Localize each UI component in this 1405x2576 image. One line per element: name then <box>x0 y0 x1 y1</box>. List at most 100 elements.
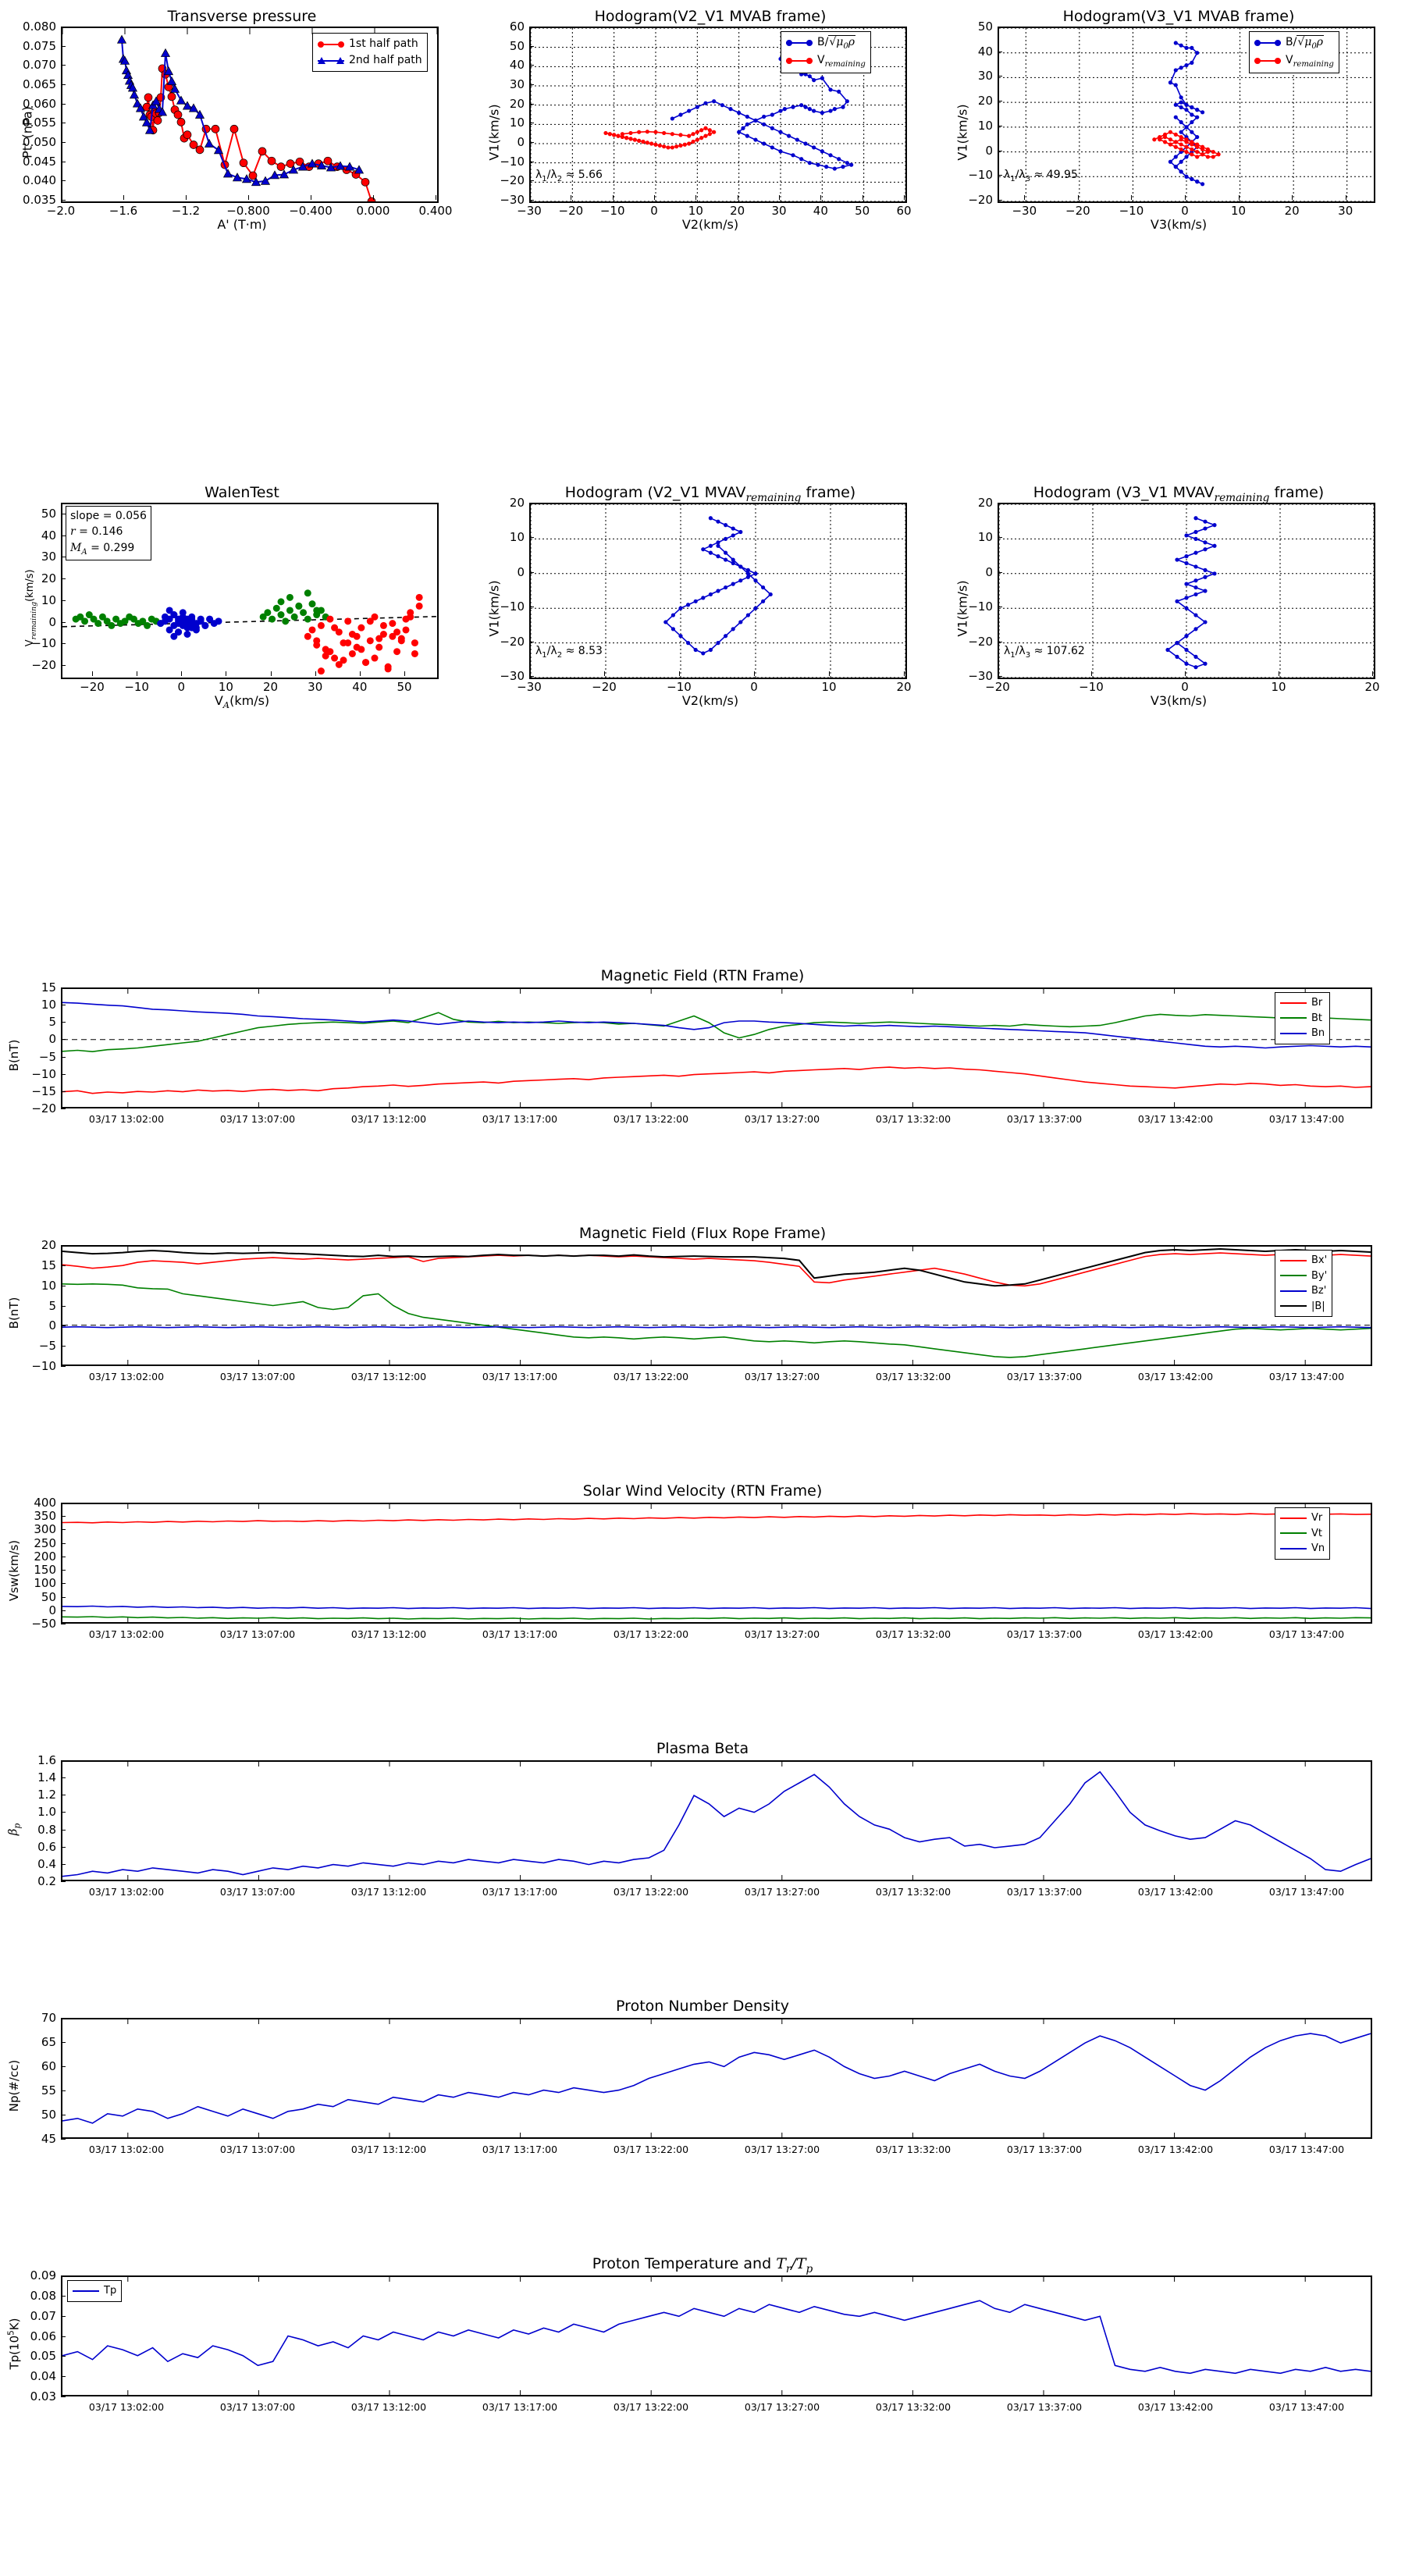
x-tick-label: 03/17 13:27:00 <box>744 1113 820 1125</box>
panel-title: Hodogram (V2_V1 MVAVremaining frame) <box>564 484 856 504</box>
y-tick-mark <box>61 1022 66 1023</box>
circle-marker-icon <box>318 40 344 49</box>
ma-value: MA = 0.299 <box>70 541 135 557</box>
x-tick-label: 0 <box>1181 204 1189 218</box>
plasma-beta-svg <box>62 1762 1371 1880</box>
x-tick-mark <box>654 195 655 200</box>
y-tick-mark <box>998 571 1002 573</box>
y-tick-mark <box>61 535 66 536</box>
legend-item-alfven: B/√μ0ρ <box>1254 34 1334 52</box>
x-tick-label: −20 <box>558 204 584 218</box>
panel-magnetic-field-rtn: Magnetic Field (RTN Frame) B(nT) −20 −15 −10… <box>0 967 1405 1143</box>
y-tick-label: 0.04 <box>30 2369 56 2384</box>
y-tick-mark <box>529 84 534 85</box>
y-tick-label: 60 <box>41 2059 56 2073</box>
legend-label: 2nd half path <box>349 54 422 66</box>
x-tick-label: 03/17 13:12:00 <box>350 2144 427 2155</box>
y-tick-mark <box>529 65 534 66</box>
y-tick-label: −5 <box>38 1339 56 1354</box>
x-tick-label: 03/17 13:42:00 <box>1137 2144 1214 2155</box>
y-tick-mark <box>61 2315 66 2317</box>
solar-wind-velocity-svg <box>62 1504 1371 1622</box>
y-tick-mark <box>61 1039 66 1041</box>
triangle-marker-icon <box>318 56 344 66</box>
x-tick-label: 03/17 13:47:00 <box>1268 1113 1345 1125</box>
panel-walen-test: WalenTest Vremaining(km/s) VA(km/s) slop… <box>0 484 468 710</box>
y-tick-mark <box>529 180 534 182</box>
x-tick-label: 40 <box>352 680 368 694</box>
y-tick-mark <box>61 1846 66 1848</box>
x-tick-label: 03/17 13:12:00 <box>350 1886 427 1898</box>
y-tick-mark <box>61 1366 66 1367</box>
y-tick-label: −30 <box>500 669 525 683</box>
x-tick-label: 03/17 13:27:00 <box>744 2401 820 2413</box>
y-tick-label: 0 <box>985 564 993 579</box>
plot-area <box>998 27 1375 203</box>
y-tick-label: 400 <box>34 1496 56 1510</box>
legend-item-bn: Bn <box>1280 1026 1325 1041</box>
panel-magnetic-field-flux-rope: Magnetic Field (Flux Rope Frame) B(nT) −10… <box>0 1225 1405 1400</box>
x-tick-label: 20 <box>1284 204 1300 218</box>
walen-test-svg <box>62 589 437 675</box>
y-tick-label: −10 <box>500 600 525 614</box>
y-tick-label: −10 <box>31 1066 56 1081</box>
y-tick-label: 70 <box>41 2011 56 2025</box>
x-tick-label: 03/17 13:47:00 <box>1268 2144 1345 2155</box>
x-tick-label: 03/17 13:12:00 <box>350 1371 427 1382</box>
y-tick-label: −20 <box>968 193 993 207</box>
x-tick-label: 0 <box>1181 680 1189 694</box>
x-tick-label: 03/17 13:42:00 <box>1137 1113 1214 1125</box>
y-tick-mark <box>61 1570 66 1571</box>
line-marker-icon <box>1280 1286 1307 1296</box>
line-marker-icon <box>786 56 813 66</box>
walen-stats-box: slope = 0.056 r = 0.146 MA = 0.299 <box>66 506 151 560</box>
y-tick-mark <box>61 142 66 143</box>
x-tick-label: 0 <box>650 204 658 218</box>
x-tick-label: 03/17 13:42:00 <box>1137 1371 1214 1382</box>
y-tick-mark <box>61 2018 66 2019</box>
y-tick-label: 0.6 <box>37 1839 56 1854</box>
x-tick-mark <box>123 195 124 200</box>
y-tick-label: 30 <box>41 550 56 564</box>
y-tick-label: 0 <box>48 614 56 629</box>
legend-label: Bt <box>1311 1012 1323 1024</box>
y-tick-label: −10 <box>31 1359 56 1373</box>
x-tick-label: −30 <box>1012 204 1037 218</box>
y-tick-label: −30 <box>500 193 525 207</box>
x-tick-mark <box>186 195 187 200</box>
panel-title: Transverse pressure <box>167 8 317 25</box>
y-tick-mark <box>529 571 534 573</box>
x-tick-label: 03/17 13:32:00 <box>875 2401 951 2413</box>
x-tick-mark <box>1131 195 1133 200</box>
x-tick-label: −1.6 <box>108 204 138 218</box>
panel-title: Hodogram(V2_V1 MVAB frame) <box>594 8 827 25</box>
y-tick-label: 1.2 <box>37 1788 56 1802</box>
y-tick-mark <box>61 1073 66 1075</box>
legend-item-bx: Bx' <box>1280 1253 1327 1268</box>
y-tick-mark <box>61 600 66 601</box>
y-tick-mark <box>61 1305 66 1307</box>
x-tick-mark <box>904 195 905 200</box>
x-tick-mark <box>829 671 830 676</box>
x-tick-label: −30 <box>517 680 542 694</box>
line-marker-icon <box>1280 1029 1307 1038</box>
legend-item-vt: Vt <box>1280 1526 1325 1542</box>
y-tick-label: 0.4 <box>37 1856 56 1871</box>
y-tick-mark <box>998 537 1002 539</box>
x-tick-label: 03/17 13:47:00 <box>1268 1886 1345 1898</box>
x-tick-label: 10 <box>218 680 233 694</box>
x-tick-label: 03/17 13:02:00 <box>88 2401 165 2413</box>
y-tick-mark <box>529 142 534 143</box>
x-tick-label: 03/17 13:27:00 <box>744 1886 820 1898</box>
x-tick-label: 03/17 13:42:00 <box>1137 1628 1214 1640</box>
x-tick-mark <box>1185 671 1186 676</box>
y-tick-mark <box>61 2090 66 2091</box>
x-tick-label: −1.2 <box>171 204 201 218</box>
panel-title: Plasma Beta <box>656 1740 749 1757</box>
x-tick-label: 03/17 13:17:00 <box>482 1886 558 1898</box>
y-tick-label: −10 <box>500 154 525 169</box>
y-tick-label: 0.045 <box>23 154 56 169</box>
x-tick-label: 03/17 13:37:00 <box>1006 2401 1083 2413</box>
y-tick-label: 40 <box>509 58 525 73</box>
x-tick-mark <box>1292 195 1293 200</box>
